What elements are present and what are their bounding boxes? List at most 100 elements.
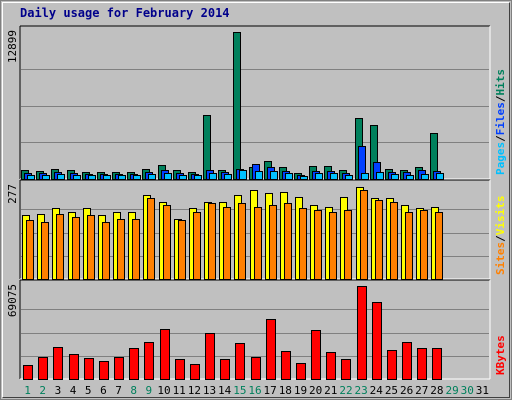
bar-middle-sites-day-20 [314,210,322,280]
bar-bottom-kbytes-day-11 [175,359,185,380]
bar-middle-sites-day-27 [420,210,428,280]
bar-top-pages-day-26 [406,175,414,180]
bar-middle-sites-day-4 [72,217,80,280]
bar-middle-sites-day-2 [41,222,49,280]
bar-top-pages-day-3 [57,174,65,180]
bar-middle-sites-day-9 [147,198,155,280]
day-label-13: 13 [203,384,216,397]
day-label-30: 30 [461,384,474,397]
bar-middle-sites-day-7 [117,219,125,280]
bar-middle-sites-day-25 [390,202,398,280]
bar-middle-sites-day-10 [163,205,171,280]
bar-top-pages-day-19 [300,176,308,180]
legend-entry: / [494,235,507,242]
day-label-28: 28 [430,384,443,397]
legend-entry: / [494,95,507,102]
bar-middle-sites-day-15 [238,203,246,280]
panel-top-legend: Pages/Files/Hits [494,69,507,175]
bar-middle-sites-day-12 [193,212,201,280]
day-label-19: 19 [294,384,307,397]
bar-bottom-kbytes-day-23 [357,286,367,380]
day-label-29: 29 [445,384,458,397]
legend-entry: Files [494,102,507,135]
day-label-2: 2 [39,384,46,397]
bar-middle-sites-day-18 [284,203,292,280]
day-label-27: 27 [415,384,428,397]
bar-top-pages-day-6 [103,175,111,180]
bar-bottom-kbytes-day-9 [144,342,154,380]
day-label-16: 16 [248,384,261,397]
bar-bottom-kbytes-day-3 [53,347,63,380]
bar-middle-sites-day-3 [56,214,64,280]
day-label-23: 23 [355,384,368,397]
bar-bottom-kbytes-day-15 [235,343,245,380]
bar-middle-sites-day-19 [299,208,307,280]
bar-top-pages-day-20 [315,173,323,180]
bar-top-pages-day-28 [436,173,444,180]
bar-bottom-kbytes-day-13 [205,333,215,380]
bar-middle-sites-day-6 [102,222,110,280]
day-label-10: 10 [157,384,170,397]
bar-bottom-kbytes-day-25 [387,350,397,380]
panel-middle-legend: Sites/Visits [494,196,507,276]
panel-bottom-legend: KBytes [494,335,507,375]
bar-top-pages-day-11 [179,175,187,180]
bar-top-pages-day-24 [376,172,384,180]
bar-top-pages-day-4 [73,175,81,180]
bar-middle-sites-day-16 [254,207,262,280]
bar-top-pages-day-23 [361,173,369,180]
day-label-31: 31 [476,384,489,397]
legend-entry: KBytes [494,335,507,375]
bar-top-pages-day-2 [42,175,50,180]
day-label-7: 7 [115,384,122,397]
bar-bottom-kbytes-day-1 [23,365,33,380]
panel-middle-max-label: 277 [6,184,19,204]
bar-top-pages-day-15 [239,170,247,180]
bar-top-pages-day-25 [391,174,399,180]
bar-bottom-kbytes-day-21 [326,352,336,380]
day-label-14: 14 [218,384,232,397]
day-label-20: 20 [309,384,322,397]
chart-title: Daily usage for February 2014 [20,6,230,20]
bar-top-pages-day-21 [330,173,338,180]
bar-top-pages-day-1 [27,175,35,180]
bar-middle-sites-day-13 [208,203,216,280]
bar-top-pages-day-8 [133,175,141,180]
day-label-6: 6 [100,384,107,397]
day-label-5: 5 [85,384,92,397]
bar-middle-sites-day-1 [26,220,34,280]
panel-top-background [20,26,490,179]
day-label-18: 18 [279,384,292,397]
bar-bottom-kbytes-day-24 [372,302,382,380]
bar-top-hits-day-13 [203,115,211,180]
bar-bottom-kbytes-day-16 [251,357,261,380]
bar-middle-sites-day-17 [269,205,277,280]
day-label-1: 1 [24,384,31,397]
day-label-17: 17 [264,384,277,397]
bar-bottom-kbytes-day-27 [417,348,427,380]
bar-bottom-kbytes-day-5 [84,358,94,380]
bar-middle-sites-day-14 [223,207,231,280]
bar-top-pages-day-22 [345,175,353,180]
bar-bottom-kbytes-day-10 [160,329,170,380]
bar-middle-sites-day-21 [329,212,337,280]
day-label-12: 12 [188,384,201,397]
day-label-25: 25 [385,384,398,397]
bar-bottom-kbytes-day-6 [99,361,109,380]
day-label-21: 21 [324,384,337,397]
day-label-8: 8 [130,384,137,397]
bar-bottom-kbytes-day-12 [190,364,200,380]
day-label-24: 24 [370,384,384,397]
bar-bottom-kbytes-day-18 [281,351,291,380]
panel-bottom-max-label: 69075 [6,284,19,317]
bar-bottom-kbytes-day-7 [114,357,124,380]
bar-middle-sites-day-28 [435,212,443,280]
bar-top-hits-day-15 [233,32,241,180]
legend-entry: Hits [494,69,507,96]
bar-top-pages-day-16 [255,171,263,180]
bar-bottom-kbytes-day-22 [341,359,351,380]
bar-top-pages-day-18 [285,173,293,180]
day-label-4: 4 [70,384,77,397]
